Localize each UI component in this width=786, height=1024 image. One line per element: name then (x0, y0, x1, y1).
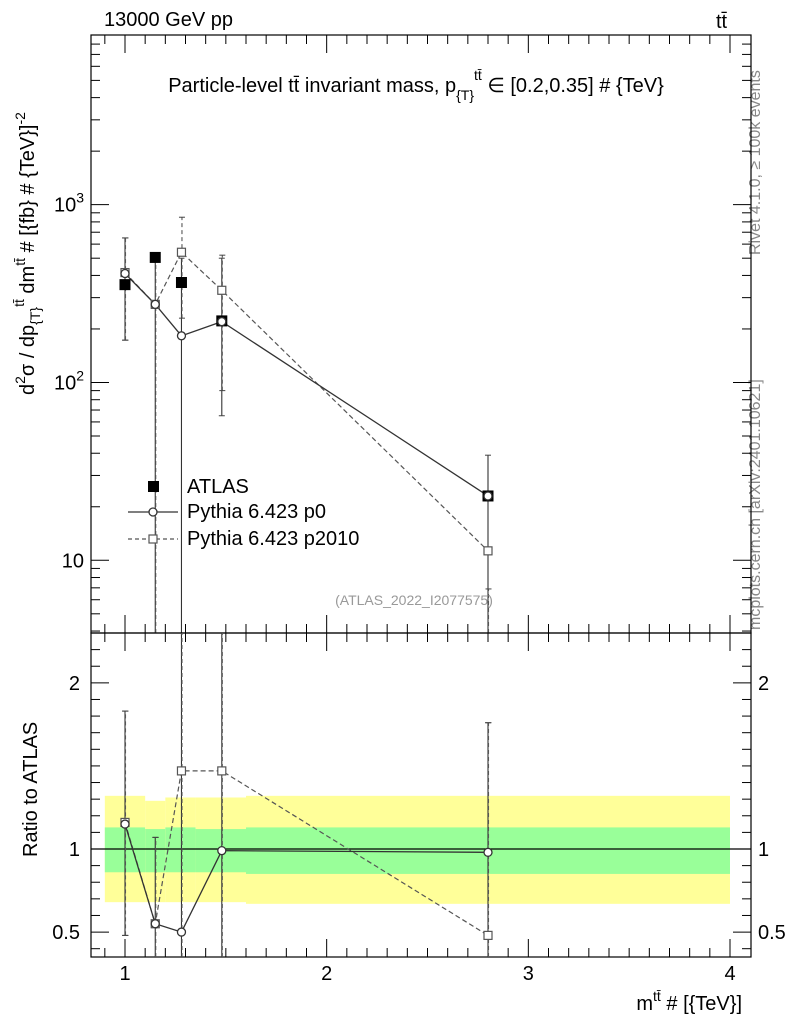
ratio-ytick-label-right: 1 (758, 839, 769, 861)
ratio-ylabel: Ratio to ATLAS (20, 722, 42, 857)
p0-point (120, 268, 130, 279)
p0-point (150, 299, 160, 310)
analysis-watermark: (ATLAS_2022_I2077575) (335, 592, 493, 608)
legend-p2010-label: Pythia 6.423 p2010 (187, 528, 359, 550)
ratio-ytick-label-right: 2 (758, 673, 769, 695)
mcplots-label: mcplots.cern.ch [arXiv:2401.10621] (747, 379, 764, 630)
ratio-p2010-point (217, 766, 227, 776)
p2010-point (483, 546, 493, 556)
ratio-ytick-label: 1 (69, 839, 80, 861)
ratio-p0-point (217, 846, 227, 856)
legend-p0-label: Pythia 6.423 p0 (187, 501, 326, 523)
ratio-xtick-label: 4 (724, 963, 735, 985)
main-ytick-label: 10 (62, 550, 84, 572)
ratio-p0-point (150, 919, 160, 929)
main-title: Particle-level tt̄ invariant mass, p{T}t… (168, 67, 664, 103)
ratio-p2010-point (483, 930, 493, 941)
ratio-ytick-label: 0.5 (52, 922, 80, 944)
header-energy: 13000 GeV pp (104, 9, 233, 31)
p0-point (483, 491, 493, 501)
ratio-xtick-label: 2 (321, 963, 332, 985)
atlas-point (149, 251, 161, 263)
p2010-point (176, 247, 187, 257)
p2010-point (217, 285, 227, 295)
legend-atlas-label: ATLAS (187, 476, 249, 498)
ratio-p2010-point (176, 766, 187, 776)
p0-point (176, 331, 187, 341)
legend-atlas-marker (148, 481, 159, 492)
legend-p0-marker (148, 507, 158, 517)
main-ytick-label: 102 (54, 367, 84, 394)
p0-point (217, 316, 227, 327)
ratio-xtick-label: 1 (119, 963, 130, 985)
ratio-ytick-label: 2 (69, 673, 80, 695)
ratio-xtick-label: 3 (523, 963, 534, 985)
series-p2010-line (124, 251, 489, 552)
legend-p2010-marker (148, 534, 158, 544)
ratio-ytick-label-right: 0.5 (758, 922, 786, 944)
ratio-band-inner (165, 827, 196, 873)
ratio-p0-point (120, 819, 130, 829)
atlas-point (119, 279, 131, 291)
main-ytick-label: 103 (54, 190, 84, 217)
series-p0-line (124, 273, 489, 497)
ratio-xlabel: mtt̄ # [{TeV}] (636, 988, 742, 1015)
ratio-p0-point (483, 847, 493, 857)
atlas-point (175, 276, 187, 288)
legend: ATLAS Pythia 6.423 p0 Pythia 6.423 p2010 (128, 476, 359, 550)
ratio-p0-point (176, 927, 187, 937)
ratio-panel-frame (90, 632, 752, 958)
main-ylabel: d2σ / dp{T}tt̄ dmtt̄ # [{fb} # {TeV}]-2 (11, 112, 43, 395)
header-process: tt̄ (716, 11, 728, 33)
